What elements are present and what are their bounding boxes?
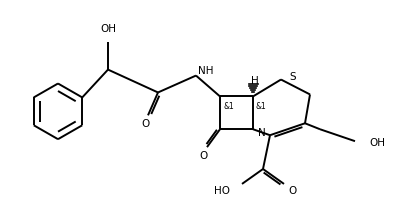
Text: O: O [141,119,149,129]
Text: OH: OH [369,138,385,148]
Text: O: O [199,151,207,161]
Text: &1: &1 [255,102,266,111]
Text: N: N [258,128,266,138]
Text: O: O [288,186,296,196]
Text: H: H [251,75,259,85]
Text: NH: NH [198,66,213,76]
Text: OH: OH [100,24,116,34]
Text: S: S [289,72,296,82]
Text: &1: &1 [223,102,234,111]
Text: HO: HO [214,186,230,196]
